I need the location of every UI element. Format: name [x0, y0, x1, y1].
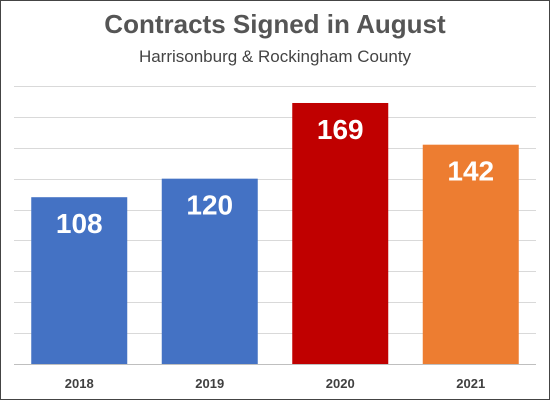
data-label-2019: 120: [186, 190, 233, 221]
data-label-2021: 142: [447, 156, 494, 187]
data-label-2020: 169: [317, 114, 364, 145]
x-tick-label-2020: 2020: [326, 376, 355, 391]
chart-subtitle: Harrisonburg & Rockingham County: [138, 47, 412, 66]
bar-2019: [161, 178, 258, 364]
x-tick-label-2019: 2019: [195, 376, 224, 391]
bar-2020: [292, 102, 389, 364]
x-tick-label-2021: 2021: [456, 376, 485, 391]
data-label-2018: 108: [56, 208, 103, 239]
bar-2018: [31, 197, 128, 364]
chart-title: Contracts Signed in August: [104, 9, 446, 39]
x-tick-label-2018: 2018: [65, 376, 94, 391]
bar-2021: [422, 144, 519, 364]
